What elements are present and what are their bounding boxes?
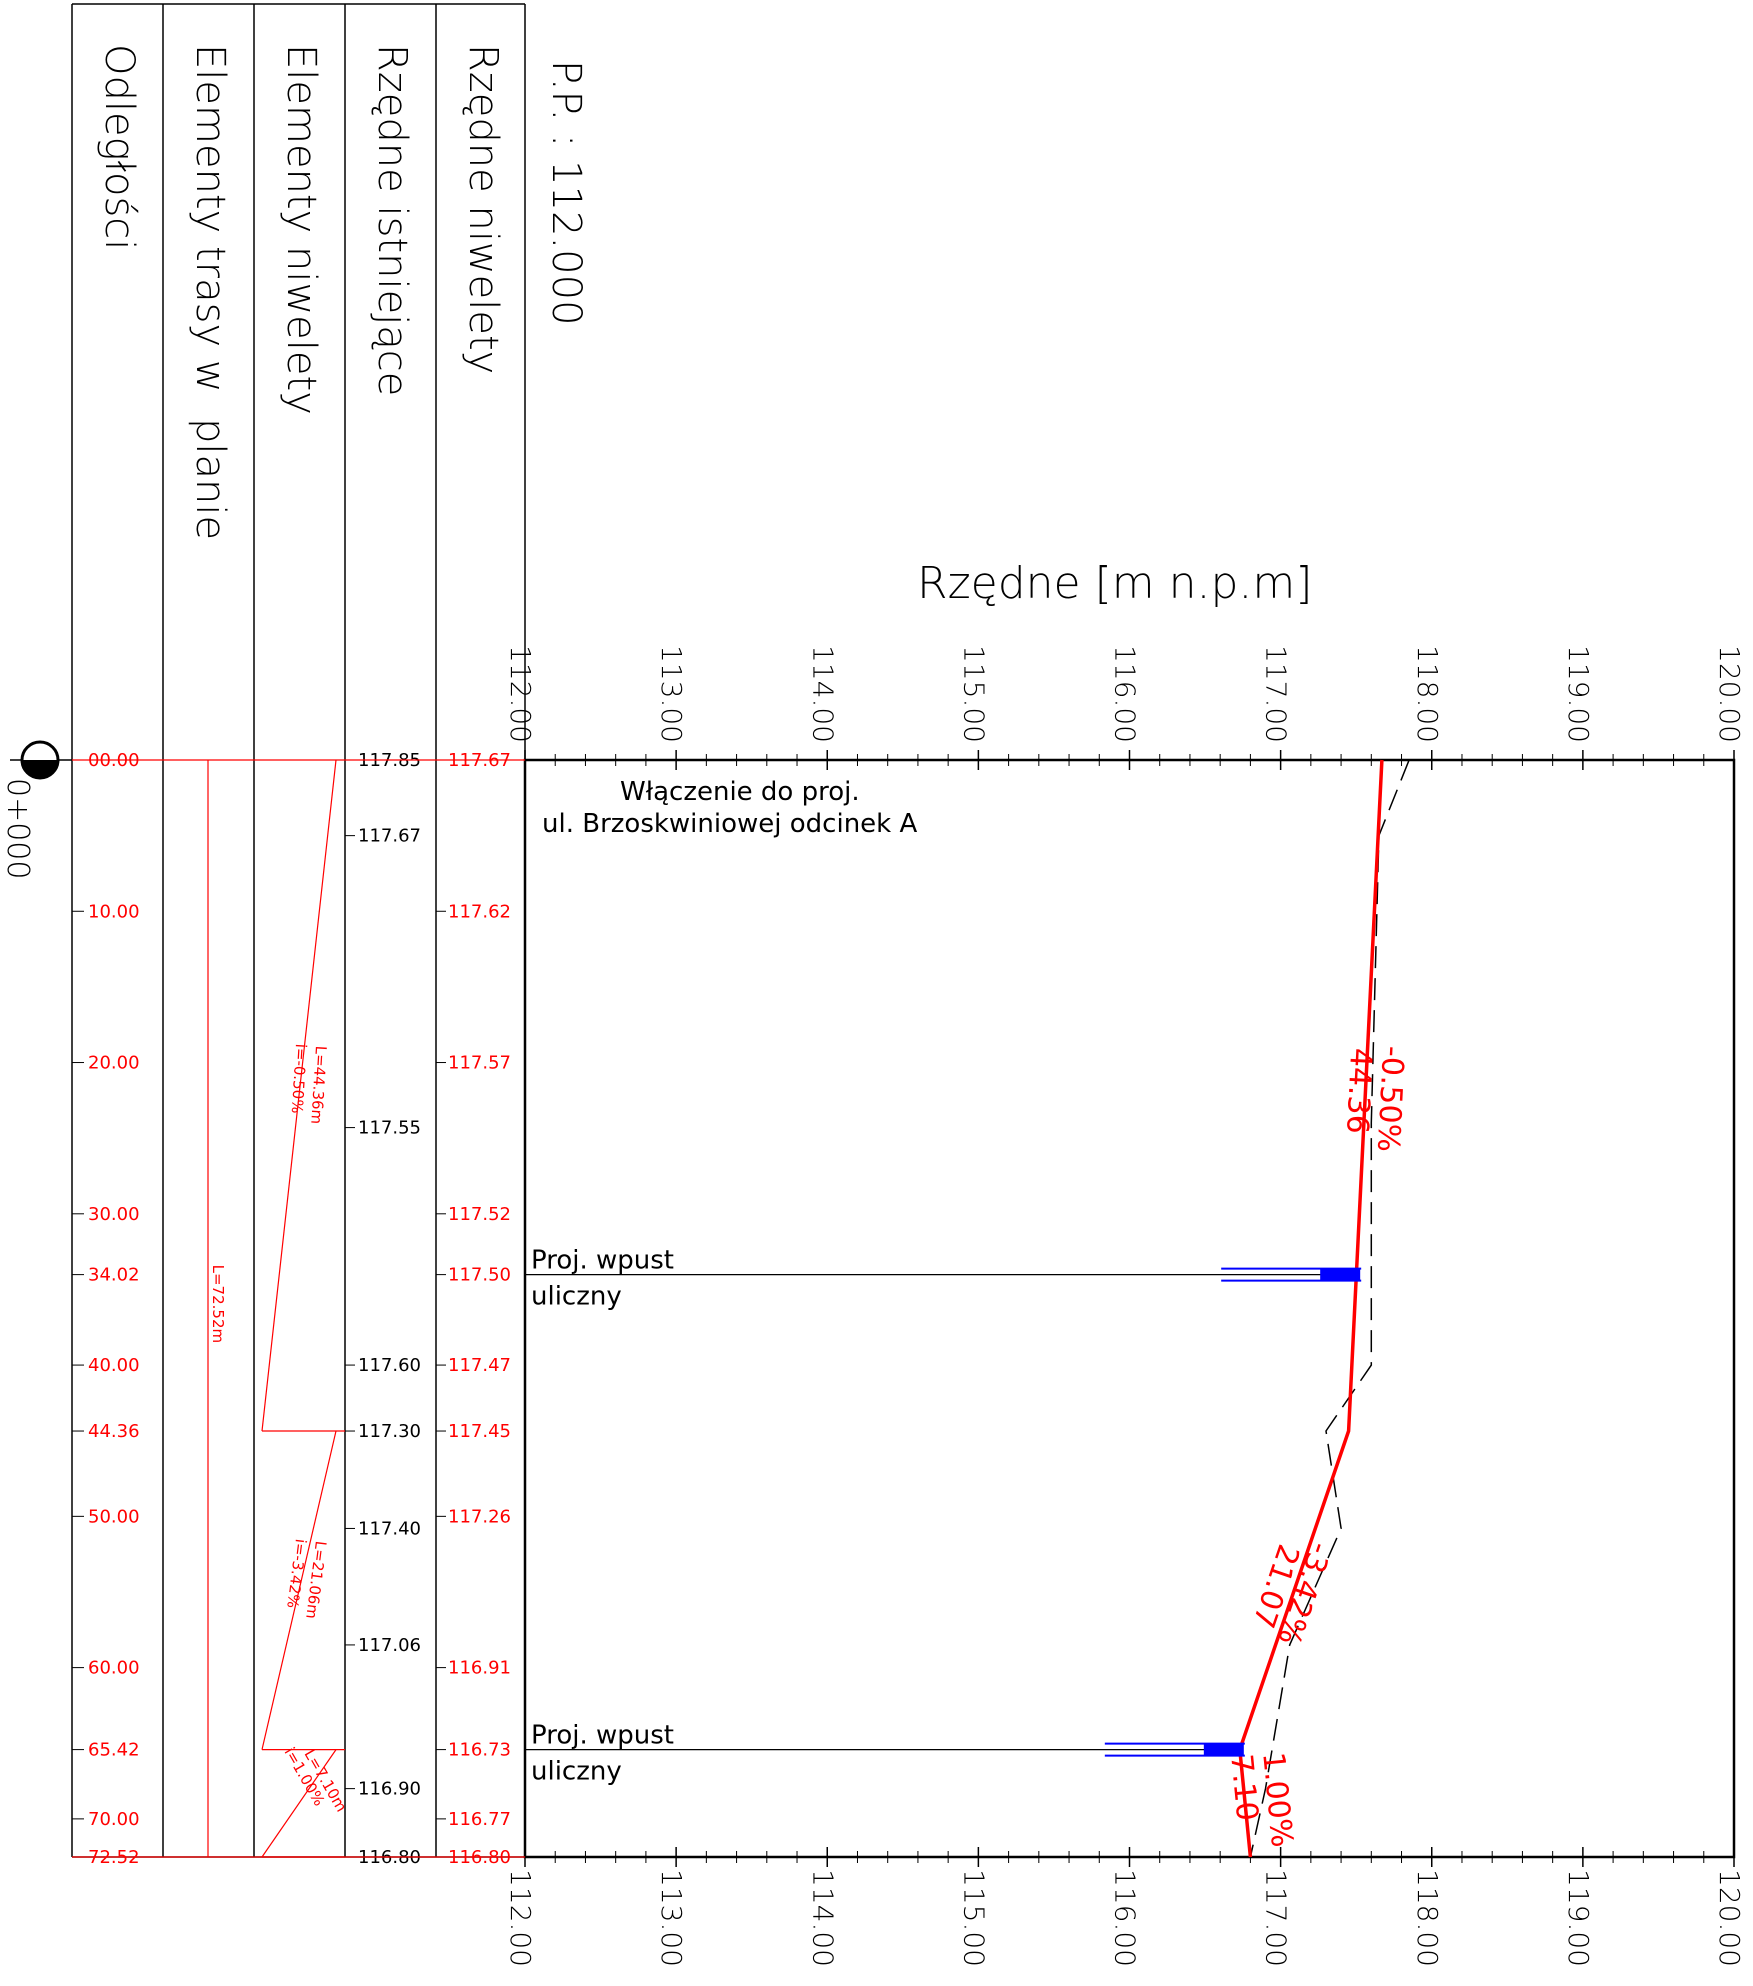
header-grade-elevations: Rzędne niwelety [460,44,506,374]
elevation-tick-label-top: 118.00 [1411,645,1444,743]
header-existing-elevations: Rzędne istniejące [369,44,415,396]
elevation-tick-label-bottom: 118.00 [1411,1869,1444,1967]
design-elevation-label: 117.57 [448,1053,511,1074]
distance-label: 10.00 [88,901,140,922]
elevation-tick-label-top: 113.00 [655,645,688,743]
design-elevation-label: 116.77 [448,1809,511,1830]
existing-elevation-label: 117.60 [358,1355,421,1376]
elevation-tick-label-bottom: 112.00 [504,1869,537,1967]
elevation-tick-label-top: 119.00 [1562,645,1595,743]
grade-element-line [261,1430,337,1750]
elevation-tick-label-top: 114.00 [806,645,839,743]
grade-element-slope: i=-0.50% [288,1043,310,1114]
elevation-tick-label-bottom: 119.00 [1562,1869,1595,1967]
elevation-ticks: 112.00 112.00 113.00 113.00 114.00 114.00 115.… [504,645,1746,1967]
elevation-tick-label-top: 115.00 [957,645,990,743]
table-rows: 00.0010.0020.0030.0034.0240.0044.3650.00… [72,750,525,1868]
elevation-tick-label-bottom: 114.00 [806,1869,839,1967]
design-elevation-label: 116.91 [448,1658,511,1679]
elevation-tick-label-top: 112.00 [504,645,537,743]
elevation-tick-label-bottom: 120.00 [1713,1869,1746,1967]
elevation-tick-label-bottom: 113.00 [655,1869,688,1967]
existing-elevation-label: 117.30 [358,1421,421,1442]
elevation-tick-label-top: 120.00 [1713,645,1746,743]
inlet-label-line1: Proj. wpust [531,1246,674,1276]
route-element-label: L=72.52m [209,1265,227,1343]
existing-elevation-label: 117.06 [358,1635,421,1656]
table-frame [71,3,526,1858]
existing-elevation-label: 117.40 [358,1518,421,1539]
design-elevation-label: 117.47 [448,1355,511,1376]
design-elevation-label: 117.52 [448,1204,511,1225]
design-elevation-label: 116.73 [448,1740,511,1761]
elevation-tick-label-top: 117.00 [1260,645,1293,743]
slope-length-label: 44.36 [1339,1047,1378,1135]
design-elevation-label: 117.45 [448,1421,511,1442]
existing-elevation-label: 117.67 [358,826,421,847]
chainage-label: 0+000 [0,778,35,879]
grade-element-length: L=44.36m [307,1045,330,1124]
grade-element-line [261,759,337,1432]
distance-label: 44.36 [88,1421,140,1442]
header-grade-elements: Elementy niwelety [278,44,324,415]
elevation-tick-label-top: 116.00 [1109,645,1142,743]
chainage-marker [10,740,72,780]
slope-grade-label: -0.50% [1370,1045,1410,1153]
elevation-tick-label-bottom: 116.00 [1109,1869,1142,1967]
start-annotation-line1: Włączenie do proj. [620,777,860,807]
inlet-label-line2: uliczny [531,1282,622,1312]
distance-label: 65.42 [88,1740,140,1761]
inlet-label-line1: Proj. wpust [531,1721,674,1751]
existing-elevation-label: 117.55 [358,1118,421,1139]
existing-elevation-label: 116.90 [358,1779,421,1800]
distance-label: 50.00 [88,1506,140,1527]
distance-label: 40.00 [88,1355,140,1376]
annotations: Proj. wpust uliczny Proj. wpust uliczny Włąc… [531,777,917,1787]
axis-title: Rzędne [m n.p.m] [917,558,1312,609]
slope-length-label: 7.10 [1223,1753,1264,1823]
distance-label: 70.00 [88,1809,140,1830]
start-annotation-line2: ul. Brzoskwiniowej odcinek A [542,809,917,839]
chart-frame [523,758,1736,1859]
distance-label: 34.02 [88,1265,140,1286]
design-elevation-label: 117.62 [448,901,511,922]
profile-plot: -0.50%44.36-3.42%21.071.00%7.10 [525,759,1410,1858]
header-route-elements: Elementy trasy w planie [187,44,233,540]
grade-element-line [261,1749,337,1858]
header-distances: Odległości [96,44,142,250]
inlet-symbol [1203,1743,1244,1756]
inlet-label-line2: uliczny [531,1757,622,1787]
elevation-tick-label-bottom: 117.00 [1260,1869,1293,1967]
distance-label: 20.00 [88,1053,140,1074]
design-elevation-label: 117.50 [448,1265,511,1286]
distance-label: 60.00 [88,1658,140,1679]
datum-label: P.P. : 112.000 [543,60,589,326]
existing-ground-line [1249,759,1410,1858]
design-elevation-label: 117.26 [448,1506,511,1527]
elevation-tick-label-bottom: 115.00 [957,1869,990,1967]
distance-label: 30.00 [88,1204,140,1225]
inlet-symbol [1320,1268,1361,1281]
design-grade-line [1238,759,1384,1858]
